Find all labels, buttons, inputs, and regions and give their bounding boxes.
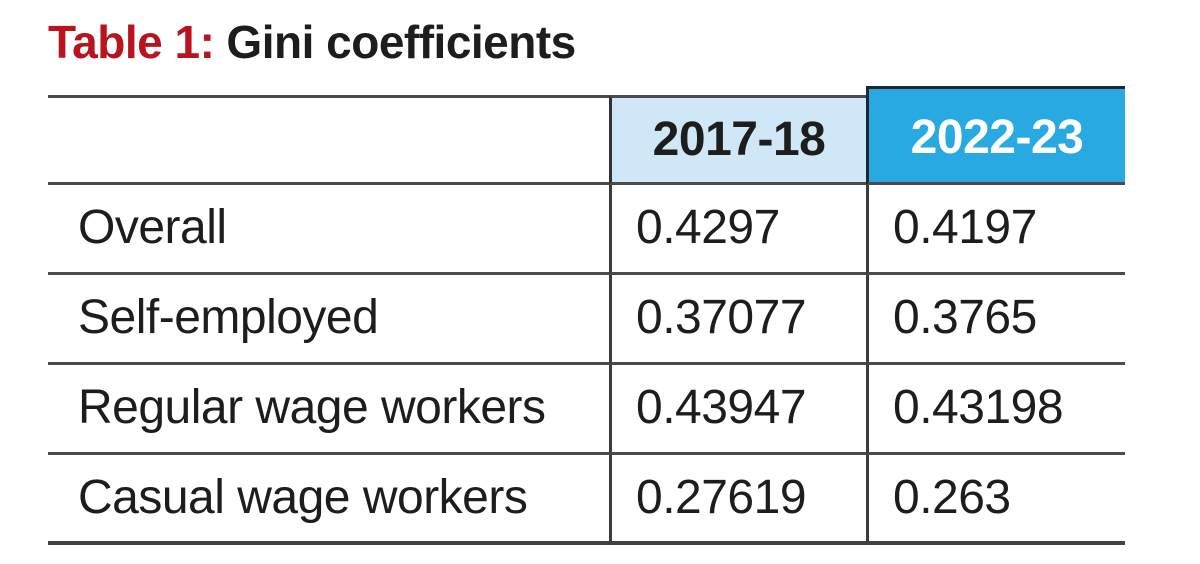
value-2022-23: 0.43198 (866, 364, 1125, 455)
figure-title-prefix: Table 1: (48, 16, 215, 68)
table-row-casual-wage-workers: Casual wage workers 0.27619 0.263 (48, 454, 1125, 545)
table-row-self-employed: Self-employed 0.37077 0.3765 (48, 274, 1125, 365)
value-2017-18: 0.37077 (609, 274, 866, 365)
table-row-overall: Overall 0.4297 0.4197 (48, 184, 1125, 275)
gini-coefficients-table: 2017-18 2022-23 Overall 0.4297 0.4197 Se… (48, 85, 1125, 545)
row-label: Self-employed (48, 275, 609, 365)
header-blank-cell (48, 94, 609, 185)
value-2022-23: 0.263 (866, 454, 1125, 545)
value-2022-23: 0.4197 (866, 184, 1125, 275)
table-row-regular-wage-workers: Regular wage workers 0.43947 0.43198 (48, 364, 1125, 455)
value-2017-18: 0.27619 (609, 454, 866, 545)
value-2022-23: 0.3765 (866, 274, 1125, 365)
header-2017-18: 2017-18 (609, 94, 866, 185)
row-label: Regular wage workers (48, 365, 609, 455)
value-2017-18: 0.4297 (609, 184, 866, 275)
value-2017-18: 0.43947 (609, 364, 866, 455)
figure-title: Table 1: Gini coefficients (48, 16, 1200, 69)
header-row: 2017-18 2022-23 (48, 85, 1125, 185)
header-2022-23: 2022-23 (866, 85, 1125, 185)
row-label: Casual wage workers (48, 455, 609, 545)
figure-title-text: Gini coefficients (226, 16, 576, 68)
row-label: Overall (48, 185, 609, 275)
